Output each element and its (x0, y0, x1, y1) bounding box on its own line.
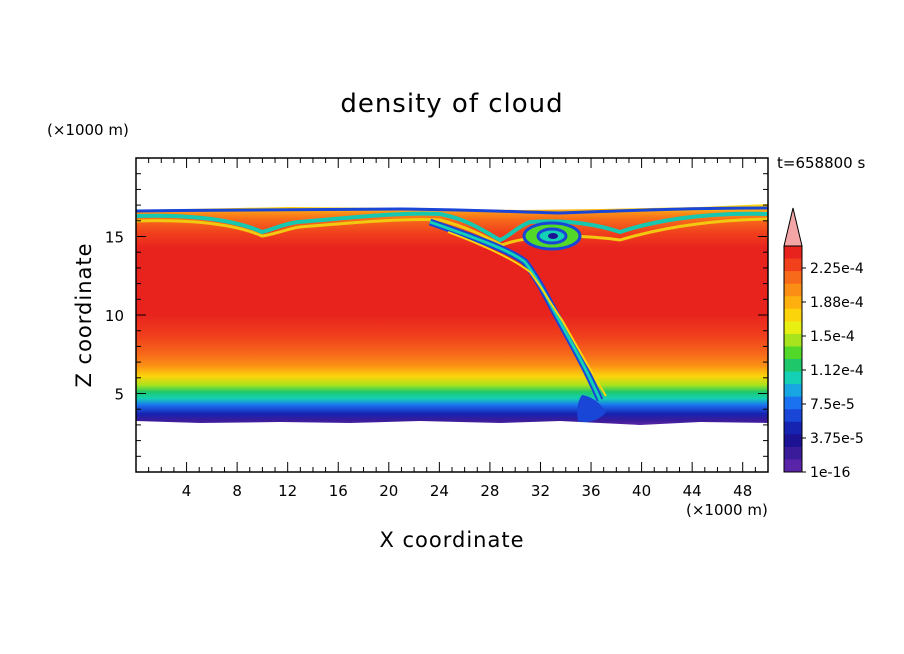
colorbar-segment (784, 409, 802, 423)
x-tick-label: 24 (430, 482, 449, 500)
colorbar-segment (784, 459, 802, 473)
time-label: t=658800 s (777, 154, 865, 172)
colorbar-segment (784, 308, 802, 322)
x-axis-label: X coordinate (379, 528, 524, 552)
colorbar-label: 2.25e-4 (810, 261, 864, 277)
vortex-center (548, 233, 558, 239)
y-tick-label: 10 (105, 307, 124, 325)
colorbar-segment (784, 446, 802, 460)
colorbar-segment (784, 246, 802, 260)
y-tick-label: 15 (105, 229, 124, 247)
x-tick-label: 40 (632, 482, 651, 500)
x-tick-label: 16 (329, 482, 348, 500)
colorbar-segment (784, 371, 802, 385)
chart-title: density of cloud (340, 89, 563, 119)
y-axis-label: Z coordinate (72, 242, 96, 387)
x-tick-label: 32 (531, 482, 550, 500)
colorbar-segment (784, 434, 802, 448)
y-axis-ticks: 5 10 15 (105, 173, 768, 457)
x-axis-unit: (×1000 m) (686, 501, 768, 519)
colorbar-segment (784, 296, 802, 310)
colorbar-label: 1.5e-4 (810, 329, 855, 345)
colorbar-label: 1e-16 (810, 465, 850, 481)
colorbar-segment (784, 396, 802, 410)
colorbar-label: 1.88e-4 (810, 295, 864, 311)
colorbar-segment (784, 321, 802, 335)
x-tick-label: 20 (379, 482, 398, 500)
bottom-spill (577, 395, 606, 422)
y-axis-unit: (×1000 m) (47, 121, 129, 139)
x-tick-label: 36 (581, 482, 600, 500)
x-tick-label: 12 (278, 482, 297, 500)
x-axis-ticks: 4 8 12 16 20 24 28 32 36 40 44 48 (148, 158, 756, 500)
colorbar-segment (784, 333, 802, 347)
x-tick-label: 28 (480, 482, 499, 500)
x-tick-label: 48 (733, 482, 752, 500)
colorbar-label: 1.12e-4 (810, 363, 864, 379)
colorbar-extend-arrow (783, 207, 803, 247)
colorbar-segment (784, 346, 802, 360)
x-tick-label: 8 (232, 482, 242, 500)
top-edge-yellow (136, 217, 768, 247)
colorbar-segment (784, 271, 802, 285)
x-tick-label: 4 (182, 482, 192, 500)
colorbar-segment (784, 421, 802, 435)
colorbar-frame (783, 245, 803, 473)
colorbar-segment (784, 359, 802, 373)
colorbar: 2.25e-4 1.88e-4 1.5e-4 1.12e-4 7.5e-5 3.75e-5… (783, 207, 864, 481)
top-edge-blue (136, 206, 768, 215)
cloud-density-field (136, 204, 768, 425)
colorbar-label: 7.5e-5 (810, 397, 855, 413)
top-edge-cyan (136, 211, 768, 243)
y-tick-label: 5 (114, 386, 124, 404)
colorbar-segment (784, 384, 802, 398)
cloud-layer (136, 204, 768, 425)
colorbar-segment (784, 283, 802, 297)
downdraft-edge (447, 231, 607, 397)
x-tick-label: 44 (683, 482, 702, 500)
colorbar-segment (784, 258, 802, 272)
colorbar-label: 3.75e-5 (810, 431, 864, 447)
plot-area (136, 204, 768, 425)
